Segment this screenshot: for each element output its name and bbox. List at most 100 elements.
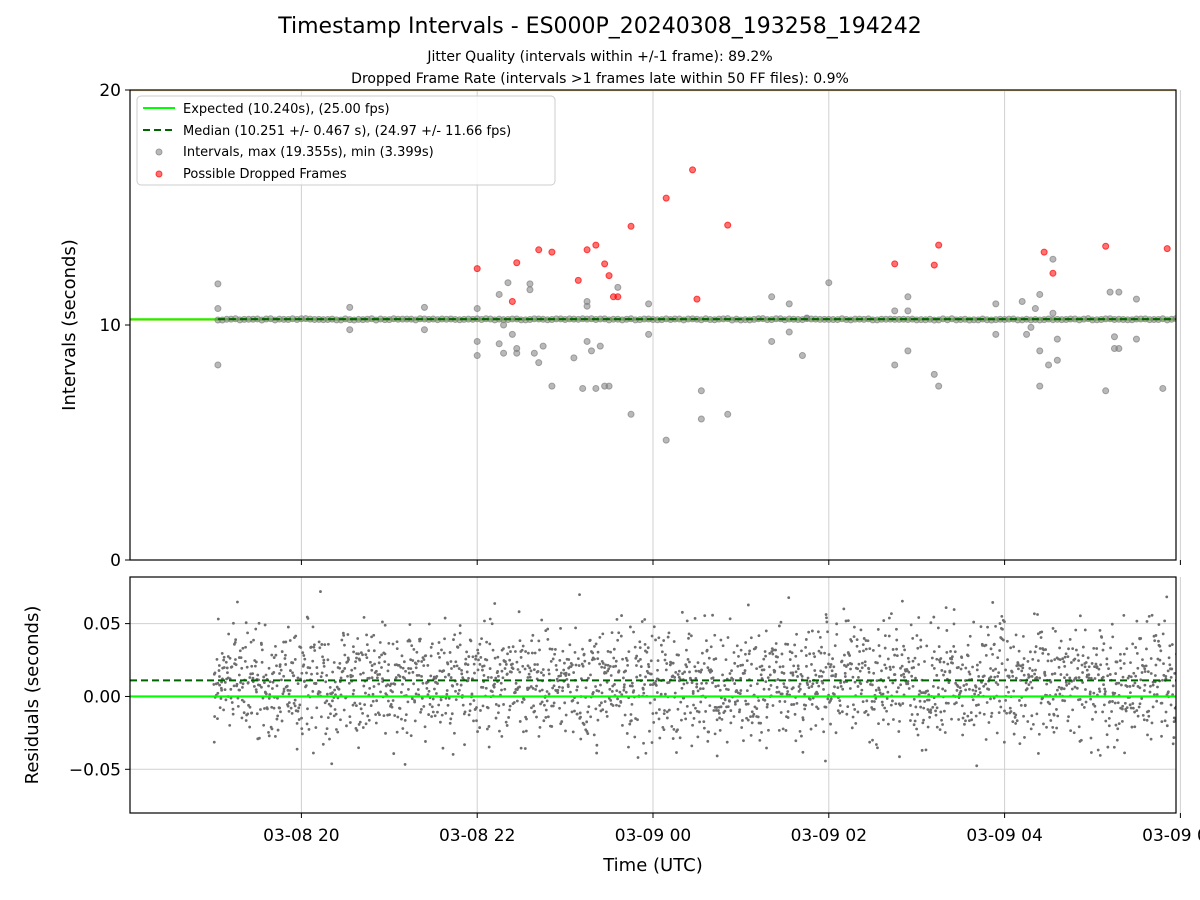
residual-point xyxy=(839,684,843,688)
residual-point xyxy=(467,655,471,658)
residual-point xyxy=(321,655,324,659)
residual-point xyxy=(260,685,263,689)
residual-point xyxy=(420,696,424,700)
residual-point xyxy=(1119,652,1122,656)
residual-point xyxy=(707,730,711,734)
residual-point xyxy=(1010,670,1014,674)
residual-point xyxy=(515,699,519,703)
residual-point xyxy=(509,650,512,653)
residual-point xyxy=(371,699,375,703)
residual-point xyxy=(690,681,694,685)
residual-point xyxy=(497,711,500,715)
residual-point xyxy=(330,762,334,766)
residual-point xyxy=(497,704,501,708)
residual-point xyxy=(798,687,802,691)
residual-point xyxy=(303,657,307,661)
residual-point xyxy=(671,661,675,665)
residual-point xyxy=(526,676,530,679)
residual-point xyxy=(319,590,322,593)
residual-point xyxy=(911,684,915,688)
residual-point xyxy=(866,639,870,643)
residual-point xyxy=(1065,683,1069,687)
residual-point xyxy=(1130,725,1134,729)
residual-point xyxy=(1032,612,1036,616)
residual-point xyxy=(760,664,764,668)
residual-point xyxy=(667,708,671,712)
residual-point xyxy=(824,759,827,763)
residual-point xyxy=(810,629,814,633)
residual-point xyxy=(1165,724,1169,728)
residual-point xyxy=(619,700,623,704)
residual-point xyxy=(782,671,786,675)
residual-point xyxy=(959,689,963,693)
residual-point xyxy=(643,643,647,646)
residual-point xyxy=(398,707,402,710)
residual-point xyxy=(249,640,253,644)
residual-point xyxy=(375,676,379,680)
residual-point xyxy=(530,651,534,655)
residual-point xyxy=(1012,732,1016,736)
residual-point xyxy=(781,727,785,731)
residual-point xyxy=(607,667,611,671)
residual-point xyxy=(284,640,288,644)
residual-point xyxy=(859,628,863,632)
residual-point xyxy=(1054,629,1057,633)
residual-point xyxy=(856,667,860,671)
residual-point xyxy=(1102,703,1106,707)
residual-point xyxy=(1075,686,1079,690)
residual-point xyxy=(793,643,797,647)
interval-point xyxy=(992,330,1000,338)
interval-point xyxy=(539,342,547,350)
bottom-y-tick-label: −0.05 xyxy=(69,760,121,780)
residual-point xyxy=(408,639,412,643)
residual-point xyxy=(998,699,1001,703)
residual-point xyxy=(1039,701,1043,705)
residual-point xyxy=(431,710,435,714)
residual-point xyxy=(774,642,778,645)
residual-point xyxy=(427,713,431,716)
residual-point xyxy=(783,685,786,689)
residual-point xyxy=(717,711,721,715)
residual-point xyxy=(626,663,630,667)
residual-point xyxy=(370,664,374,667)
residual-point xyxy=(251,672,255,676)
residual-point xyxy=(367,676,371,680)
residual-point xyxy=(1141,713,1145,717)
residual-point xyxy=(857,675,860,679)
residual-point xyxy=(959,667,963,671)
residual-point xyxy=(594,707,598,711)
residual-point xyxy=(683,712,687,715)
residual-point xyxy=(409,734,413,738)
residual-point xyxy=(630,719,633,723)
residual-point xyxy=(917,663,921,666)
residual-point xyxy=(293,698,297,702)
residual-point xyxy=(813,669,817,672)
residual-point xyxy=(838,711,842,715)
residual-point xyxy=(343,643,346,647)
dropped-frame-point xyxy=(601,260,609,268)
residual-point xyxy=(661,725,665,729)
residual-point xyxy=(506,652,509,656)
residual-point xyxy=(391,690,394,694)
residual-point xyxy=(296,682,300,685)
residual-point xyxy=(963,722,966,726)
residual-point xyxy=(778,700,782,703)
residual-point xyxy=(554,664,558,667)
interval-point xyxy=(346,303,354,311)
residual-point xyxy=(447,697,451,700)
residual-point xyxy=(944,701,948,705)
residual-point xyxy=(358,702,362,706)
residual-point xyxy=(665,710,669,714)
residual-point xyxy=(342,708,346,712)
residual-point xyxy=(216,717,219,721)
residual-point xyxy=(621,723,624,727)
residual-point xyxy=(948,669,952,673)
residual-point xyxy=(217,669,221,672)
interval-point xyxy=(1132,335,1140,343)
residual-point xyxy=(1159,649,1163,653)
residual-point xyxy=(999,705,1003,709)
residual-point xyxy=(487,745,491,749)
residual-point xyxy=(387,641,391,645)
residual-point xyxy=(714,685,718,688)
